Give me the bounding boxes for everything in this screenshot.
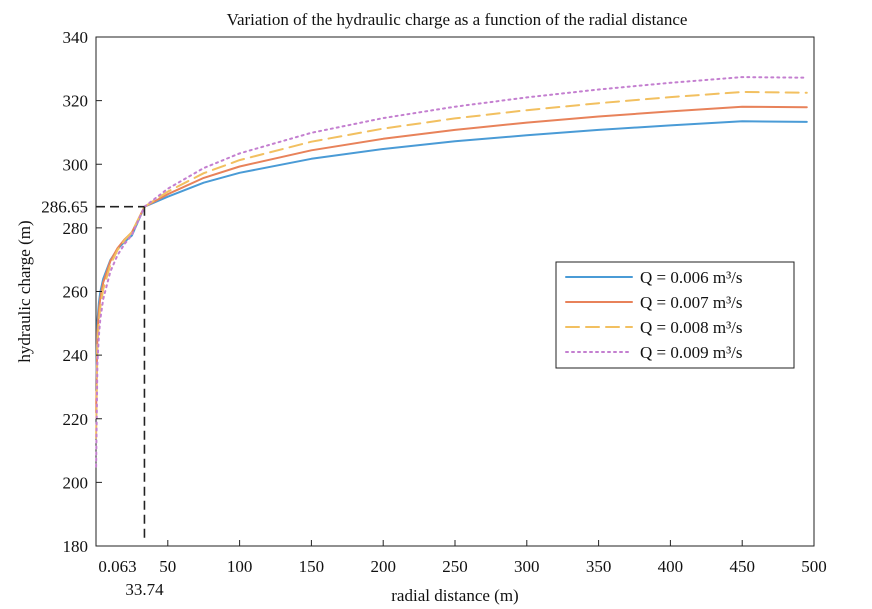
x-tick-label: 50 [159,557,176,576]
annotation-x-min-label: 0.063 [98,557,136,576]
y-axis-title: hydraulic charge (m) [15,220,34,362]
series-group [95,76,808,468]
annotation-group: 286.65 33.74 0.063 [41,198,164,599]
legend-label-2: Q = 0.007 m³/s [640,293,743,312]
x-tick-label: 500 [801,557,827,576]
x-tick-label: 150 [299,557,325,576]
x-tick-label: 350 [586,557,612,576]
legend-box [555,261,795,369]
y-tick-label: 340 [63,28,89,47]
y-tick-label: 320 [63,92,89,111]
series-line-4 [95,76,808,468]
series-line-2 [95,105,808,414]
x-tick-label: 450 [729,557,755,576]
y-tick-label: 240 [63,346,89,365]
y-axis-ticks: 180 200 220 240 260 280 300 320 340 [63,28,102,556]
annotation-x-value-label: 33.74 [125,580,164,599]
legend: Q = 0.006 m³/s Q = 0.007 m³/s Q = 0.008 m³… [555,261,795,369]
legend-label-1: Q = 0.006 m³/s [640,268,743,287]
y-tick-label: 300 [63,155,89,174]
x-tick-label: 250 [442,557,468,576]
x-tick-label: 200 [370,557,396,576]
series-line-3 [95,91,808,439]
y-tick-label: 180 [63,537,89,556]
y-tick-label: 200 [63,473,89,492]
y-tick-label: 280 [63,219,89,238]
x-axis-title: radial distance (m) [391,586,518,605]
x-tick-label: 100 [227,557,253,576]
annotation-y-value-label: 286.65 [41,198,88,217]
x-axis-ticks: 50 100 150 200 250 300 350 400 450 500 [159,540,827,576]
y-tick-label: 220 [63,410,89,429]
x-tick-label: 400 [658,557,684,576]
x-tick-label: 300 [514,557,540,576]
chart-title: Variation of the hydraulic charge as a f… [227,10,688,29]
legend-label-4: Q = 0.009 m³/s [640,343,743,362]
legend-label-3: Q = 0.008 m³/s [640,318,743,337]
y-tick-label: 260 [63,283,89,302]
